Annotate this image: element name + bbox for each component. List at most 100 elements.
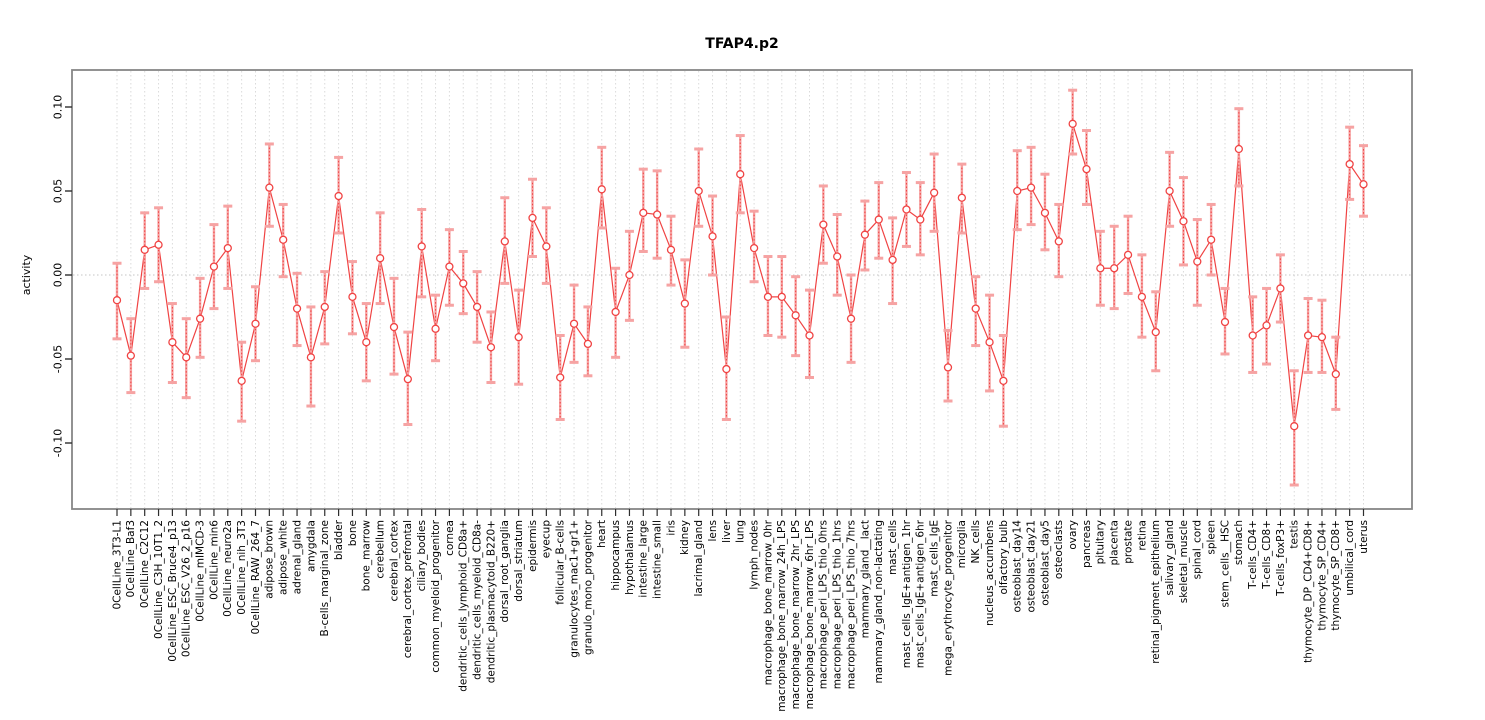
x-tick-label: placenta xyxy=(1109,520,1121,565)
x-tick-label: 0CellLine_neuro2a xyxy=(222,520,234,617)
x-tick-label: B-cells_marginal_zone xyxy=(319,520,331,636)
data-point xyxy=(445,262,454,271)
data-point xyxy=(459,279,468,288)
data-point xyxy=(763,292,773,301)
plot-frame xyxy=(71,69,1413,510)
data-point xyxy=(1179,217,1188,226)
data-point xyxy=(1262,321,1271,330)
data-point xyxy=(1054,237,1063,246)
x-tick-label: adipose_white xyxy=(278,520,290,595)
x-tick-label: adrenal_gland xyxy=(291,520,303,594)
x-tick-label: mammary_gland_non-lactating xyxy=(873,520,885,683)
x-tick-label: pituitary xyxy=(1095,520,1107,564)
data-point xyxy=(1290,422,1299,431)
x-tick-label: lens xyxy=(707,520,719,542)
x-tick-label: salivary_gland xyxy=(1164,520,1176,596)
x-tick-label: NK_cells xyxy=(970,520,982,564)
data-point xyxy=(943,363,953,372)
x-tick-label: macrophage_bone_marrow_6hr_LPS xyxy=(804,520,816,710)
data-point xyxy=(126,351,136,360)
x-tick-label: 0CellLine_min6 xyxy=(208,520,220,600)
data-point xyxy=(888,255,897,265)
data-point xyxy=(417,242,426,251)
x-tick-label: 0CellLine_Baf3 xyxy=(125,520,137,597)
data-point xyxy=(1359,180,1368,189)
y-tick-label: -0.05 xyxy=(52,345,65,373)
data-point xyxy=(749,243,759,253)
data-point xyxy=(860,230,870,239)
data-point xyxy=(611,307,620,317)
x-tick-label: thymocyte_SP_CD8+ xyxy=(1330,520,1342,631)
data-point xyxy=(1276,284,1285,293)
x-tick-label: intestine_large xyxy=(638,520,650,598)
x-tick-label: umbilical_cord xyxy=(1344,520,1356,596)
x-tick-label: osteoclasts xyxy=(1053,520,1065,579)
data-point xyxy=(902,205,911,214)
data-point xyxy=(1248,331,1257,340)
y-axis-title: activity xyxy=(20,254,33,295)
data-point xyxy=(625,270,634,280)
x-tick-label: eyecup xyxy=(541,520,553,559)
x-tick-label: thymocyte_SP_CD4+ xyxy=(1316,520,1328,631)
x-tick-label: ovary xyxy=(1067,520,1079,550)
data-point xyxy=(500,237,509,246)
data-point xyxy=(930,188,939,197)
data-point xyxy=(999,376,1008,385)
x-tick-label: osteoblast_day21 xyxy=(1025,520,1037,612)
x-tick-label: epidermis xyxy=(527,520,539,572)
data-point xyxy=(1123,250,1133,259)
data-point xyxy=(334,191,343,201)
data-point xyxy=(306,353,316,362)
data-point xyxy=(639,208,648,217)
data-point xyxy=(1303,331,1313,340)
x-tick-label: uterus xyxy=(1358,520,1370,554)
x-tick-label: kidney xyxy=(679,520,691,555)
x-tick-label: macrophage_bone_marrow_24h_LPS xyxy=(776,520,788,712)
data-point xyxy=(168,338,177,347)
x-tick-label: mast_cells_IgE+antigen_1hr xyxy=(901,519,913,668)
data-point xyxy=(182,353,191,362)
x-tick-label: macrophage_peri_LPS_thio_0hrs xyxy=(818,520,830,689)
x-tick-label: retinal_pigment_epithelium xyxy=(1150,520,1162,664)
x-tick-label: lung xyxy=(735,520,747,543)
data-point xyxy=(1013,186,1022,196)
x-tick-label: dorsal_root_ganglia xyxy=(499,520,511,622)
x-tick-label: mammary_gland__lact xyxy=(859,520,871,638)
data-point xyxy=(1220,317,1230,327)
x-tick-label: mast_cells_IgE+antigen_6hr xyxy=(915,519,927,668)
x-tick-label: hippocampus xyxy=(610,520,622,591)
x-tick-label: bone_marrow xyxy=(361,520,373,592)
data-point xyxy=(1096,264,1105,273)
x-tick-label: osteoblast_day14 xyxy=(1012,520,1024,613)
data-point xyxy=(777,292,786,301)
data-point xyxy=(403,375,413,384)
data-point xyxy=(1110,264,1119,273)
x-tick-label: dendritic_cells_lymphoid_CD8a+ xyxy=(458,520,470,692)
x-tick-label: T-cells_CD4+ xyxy=(1247,520,1259,590)
data-point xyxy=(1165,186,1174,196)
x-tick-label: intestine_small xyxy=(652,520,664,599)
data-point xyxy=(556,373,565,382)
data-point xyxy=(597,185,606,194)
x-tick-label: granulo_mono_progenitor xyxy=(582,519,594,655)
x-tick-label: cerebral_cortex_prefrontal xyxy=(402,520,414,658)
x-tick-label: 0CellLine_C2C12 xyxy=(139,520,151,608)
x-tick-label: skeletal_muscle xyxy=(1178,520,1190,603)
x-tick-label: T-cells_CD8+ xyxy=(1261,520,1273,590)
data-point xyxy=(112,296,122,305)
plot-frame-box xyxy=(71,69,1413,510)
x-tick-label: nucleus_accumbens xyxy=(984,520,996,626)
data-point xyxy=(819,220,828,229)
data-point xyxy=(1026,183,1036,192)
data-point xyxy=(569,319,579,328)
x-tick-label: cerebellum xyxy=(375,520,387,579)
data-point xyxy=(722,364,731,374)
data-point xyxy=(666,245,676,254)
y-tick-label: 0.05 xyxy=(52,179,65,204)
data-point xyxy=(736,170,745,179)
data-point xyxy=(916,215,925,224)
data-point xyxy=(1193,257,1202,266)
x-tick-label: spleen xyxy=(1206,520,1218,555)
